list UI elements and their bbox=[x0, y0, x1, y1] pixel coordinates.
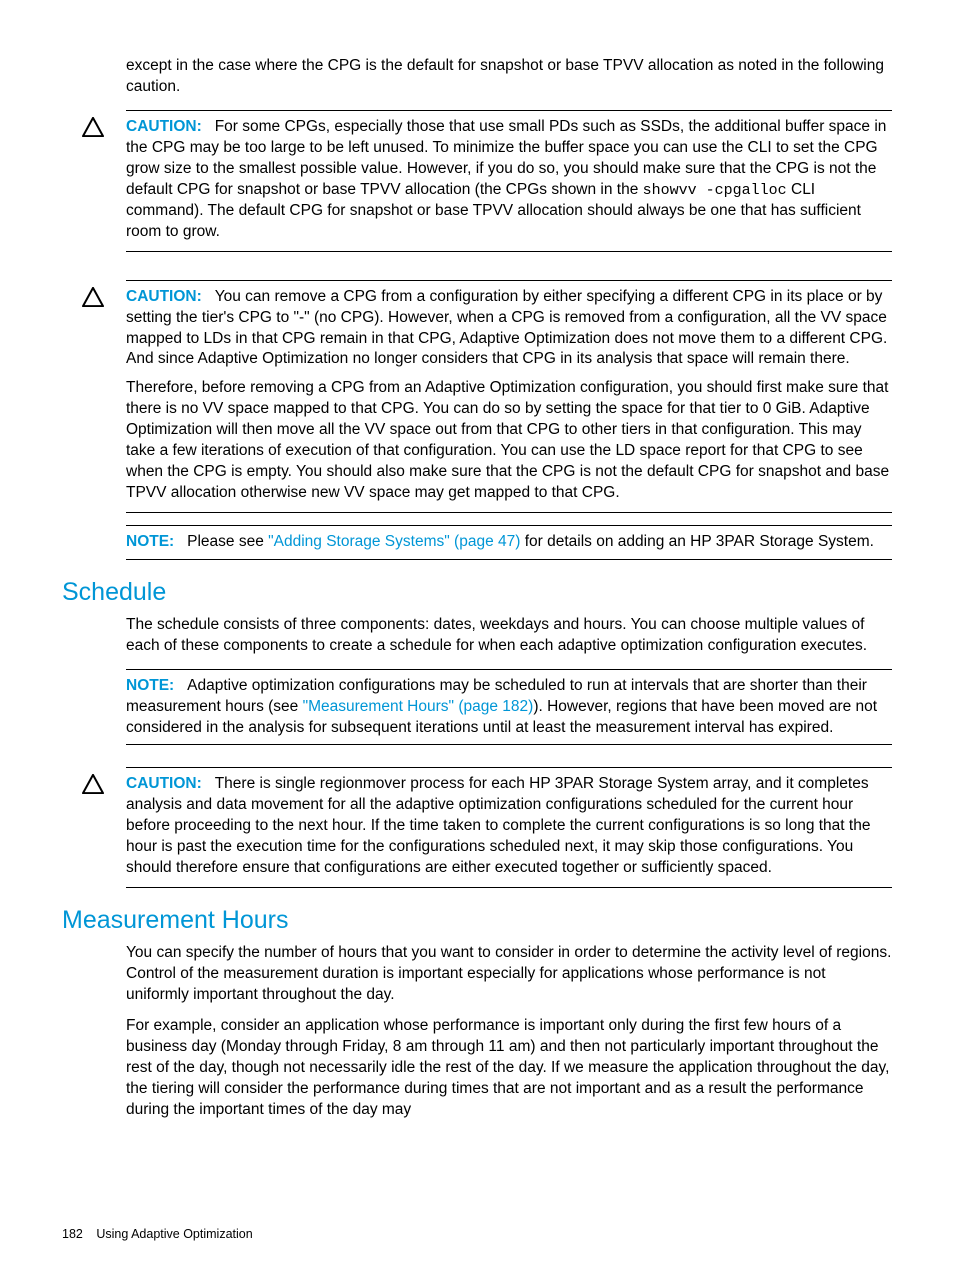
caution-label: CAUTION: bbox=[126, 118, 202, 135]
page-footer: 182 Using Adaptive Optimization bbox=[62, 1227, 253, 1241]
link-adding-storage-systems[interactable]: "Adding Storage Systems" (page 47) bbox=[268, 533, 520, 550]
caution-block-2: CAUTION: You can remove a CPG from a con… bbox=[126, 280, 892, 513]
caution-icon bbox=[82, 117, 104, 142]
note-label: NOTE: bbox=[126, 533, 174, 550]
measurement-para2: For example, consider an application who… bbox=[126, 1016, 892, 1121]
note-1-after: for details on adding an HP 3PAR Storage… bbox=[520, 533, 874, 550]
caution-2-p1-text: You can remove a CPG from a configuratio… bbox=[126, 288, 887, 368]
caution-label: CAUTION: bbox=[126, 775, 202, 792]
caution-icon bbox=[82, 287, 104, 312]
caution-2-para1: CAUTION: You can remove a CPG from a con… bbox=[126, 287, 892, 371]
caution-3-body: There is single regionmover process for … bbox=[126, 775, 870, 876]
note-2-text: NOTE: Adaptive optimization configuratio… bbox=[126, 676, 892, 739]
schedule-body: The schedule consists of three component… bbox=[126, 615, 892, 888]
caution-block-1: CAUTION: For some CPGs, especially those… bbox=[126, 110, 892, 252]
caution-1-text: CAUTION: For some CPGs, especially those… bbox=[126, 117, 892, 243]
intro-paragraph: except in the case where the CPG is the … bbox=[126, 56, 892, 98]
measurement-para1: You can specify the number of hours that… bbox=[126, 943, 892, 1006]
caution-2-para2: Therefore, before removing a CPG from an… bbox=[126, 378, 892, 504]
content-body: except in the case where the CPG is the … bbox=[126, 56, 892, 560]
caution-label: CAUTION: bbox=[126, 288, 202, 305]
heading-schedule: Schedule bbox=[62, 578, 892, 607]
cli-command-code: showvv -cpgalloc bbox=[643, 182, 787, 199]
note-block-2: NOTE: Adaptive optimization configuratio… bbox=[126, 669, 892, 746]
note-block-1: NOTE: Please see "Adding Storage Systems… bbox=[126, 525, 892, 560]
schedule-paragraph: The schedule consists of three component… bbox=[126, 615, 892, 657]
measurement-body: You can specify the number of hours that… bbox=[126, 943, 892, 1120]
chapter-title: Using Adaptive Optimization bbox=[96, 1227, 252, 1241]
page: except in the case where the CPG is the … bbox=[0, 0, 954, 1271]
page-number: 182 bbox=[62, 1227, 83, 1241]
note-1-before: Please see bbox=[187, 533, 268, 550]
link-measurement-hours[interactable]: "Measurement Hours" (page 182) bbox=[303, 698, 534, 715]
caution-block-3: CAUTION: There is single regionmover pro… bbox=[126, 767, 892, 888]
note-1-text: NOTE: Please see "Adding Storage Systems… bbox=[126, 532, 892, 553]
caution-icon bbox=[82, 774, 104, 799]
note-label: NOTE: bbox=[126, 677, 174, 694]
caution-3-text: CAUTION: There is single regionmover pro… bbox=[126, 774, 892, 879]
heading-measurement-hours: Measurement Hours bbox=[62, 906, 892, 935]
